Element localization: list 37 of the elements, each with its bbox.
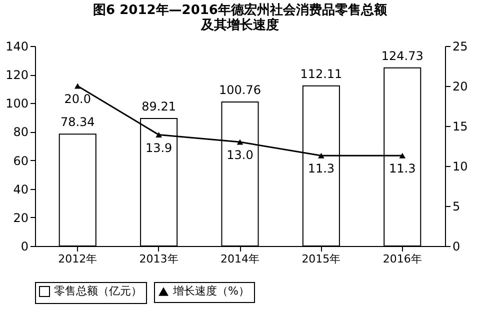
x-tick-label: 2016年 [382,252,422,266]
point [236,139,244,145]
y2-tick-label: 25 [452,40,468,54]
data-label: 20.0 [64,92,91,106]
x-tick-label: 2014年 [220,252,260,266]
x-tick-label: 2013年 [139,252,178,266]
y-tick-label: 140 [6,40,28,54]
data-label: 124.73 [381,48,424,63]
data-label: 13.9 [145,140,172,155]
data-label: 89.21 [142,100,176,114]
y2-tick-label: 0 [452,240,460,254]
y-tick-label: 100 [6,96,28,111]
y-tick-label: 120 [6,68,28,82]
y-tick-label: 80 [13,125,28,140]
point [156,132,162,138]
legend-label: 零售总额（亿元） [54,284,142,298]
y-tick-label: 0 [20,240,28,254]
x-tick-label: 2012年 [58,252,98,266]
y2-tick-label: 15 [452,120,468,134]
data-label: 11.3 [308,162,335,176]
legend-label: 增长速度（%） [172,284,250,298]
y2-tick-label: 5 [452,200,460,214]
point [318,152,324,158]
point [399,152,406,158]
y2-tick-label: 20 [452,80,468,94]
y2-tick-label: 10 [452,160,468,174]
chart-title: 图6 2012年—2016年德宏州社会消费品零售总额及其增长速度 [93,2,388,33]
x-tick-label: 2015年 [302,252,341,266]
point [74,83,81,89]
data-label: 11.3 [389,162,416,176]
y-tick-label: 40 [13,182,28,196]
data-label: 13.0 [226,148,254,162]
data-label: 112.11 [300,66,342,81]
data-label: 78.34 [60,115,95,130]
data-label: 100.76 [219,83,261,98]
y-tick-label: 60 [13,154,28,168]
y-tick-label: 20 [13,210,28,225]
